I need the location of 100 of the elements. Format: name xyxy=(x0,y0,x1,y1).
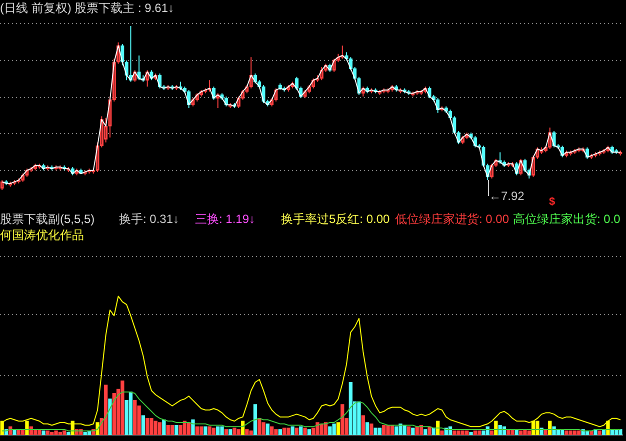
text: 换手率过5反红: 0.00 xyxy=(281,212,390,226)
bar xyxy=(452,430,456,435)
bar xyxy=(170,424,174,435)
bar xyxy=(258,418,262,435)
bar xyxy=(274,429,278,435)
bar xyxy=(166,424,170,435)
text: 三换: 1.19↓ xyxy=(195,212,256,226)
bar xyxy=(245,429,249,435)
bar xyxy=(365,422,370,435)
text: 低位绿庄家进货: 0.00 xyxy=(395,212,510,226)
bar xyxy=(195,426,199,435)
bar xyxy=(42,430,46,435)
bar xyxy=(348,382,353,435)
bar xyxy=(141,415,146,435)
bar xyxy=(473,430,478,435)
bar xyxy=(50,432,54,435)
bar xyxy=(357,401,361,435)
bar xyxy=(62,430,66,435)
bar xyxy=(394,426,398,435)
bar xyxy=(374,428,378,435)
bar xyxy=(378,428,382,435)
bar xyxy=(83,432,87,435)
bar xyxy=(174,424,178,435)
candlestick xyxy=(498,152,502,164)
bar xyxy=(386,424,390,435)
bar xyxy=(370,424,374,435)
bar xyxy=(336,422,340,435)
bar xyxy=(191,419,195,435)
bar xyxy=(150,418,154,435)
bar xyxy=(406,426,411,435)
bar xyxy=(128,392,133,435)
bar xyxy=(112,393,116,435)
bar xyxy=(415,426,419,435)
bar xyxy=(204,426,208,435)
bar xyxy=(253,404,258,435)
bar xyxy=(490,430,494,435)
bar xyxy=(456,430,460,435)
bar xyxy=(104,384,108,435)
bar xyxy=(568,430,572,435)
bar xyxy=(332,424,336,435)
bar xyxy=(232,428,236,435)
bar xyxy=(158,422,162,435)
text: 高位绿庄家出货: 0.0 xyxy=(513,212,620,226)
bar xyxy=(145,418,150,435)
bar xyxy=(54,430,58,435)
bar xyxy=(460,430,465,435)
bar xyxy=(212,428,216,435)
bar xyxy=(382,424,386,435)
bar xyxy=(316,422,320,435)
bar xyxy=(328,426,332,435)
bar xyxy=(307,429,312,435)
bar xyxy=(482,430,486,435)
bar xyxy=(220,426,224,435)
bar xyxy=(120,380,124,435)
bar xyxy=(299,426,303,435)
bar xyxy=(178,424,182,435)
bar xyxy=(294,428,299,435)
chart-title: 股票下载副(5,5,5) xyxy=(0,212,95,226)
bar xyxy=(598,430,602,435)
bar xyxy=(262,422,266,435)
chart-title: (日线 前复权) 股票下载主 : 9.61↓ xyxy=(0,1,174,15)
bar xyxy=(249,430,253,435)
bar xyxy=(398,424,402,435)
bar xyxy=(469,432,473,435)
bar xyxy=(440,430,444,435)
bar xyxy=(411,428,415,435)
bar xyxy=(228,429,232,435)
bar xyxy=(361,415,365,435)
bar xyxy=(278,429,282,435)
bar xyxy=(577,430,581,435)
bar xyxy=(236,429,240,435)
bar xyxy=(66,432,70,435)
bar xyxy=(572,430,577,435)
bar xyxy=(199,426,204,435)
bar xyxy=(224,429,228,435)
bar xyxy=(108,398,112,435)
bar xyxy=(46,430,50,435)
text: $ xyxy=(548,195,556,209)
bar xyxy=(208,426,212,435)
bar xyxy=(266,424,270,435)
bar xyxy=(527,430,531,435)
bar xyxy=(290,426,294,435)
text: 换手: 0.31↓ xyxy=(119,212,180,226)
bar xyxy=(477,430,482,435)
bar xyxy=(428,426,432,435)
bar xyxy=(303,428,307,435)
bar xyxy=(270,426,274,435)
bar xyxy=(618,429,622,435)
annotation: ←7.92 xyxy=(489,189,524,203)
bar xyxy=(340,404,344,435)
bar xyxy=(58,432,62,435)
bar xyxy=(564,430,568,435)
bar xyxy=(518,430,523,435)
chart-subtitle: 何国涛优化作品 xyxy=(0,228,84,242)
bar xyxy=(465,430,469,435)
bar xyxy=(282,428,286,435)
bar xyxy=(162,419,166,435)
bar xyxy=(424,429,428,435)
bar xyxy=(286,428,290,435)
bar xyxy=(133,400,137,435)
